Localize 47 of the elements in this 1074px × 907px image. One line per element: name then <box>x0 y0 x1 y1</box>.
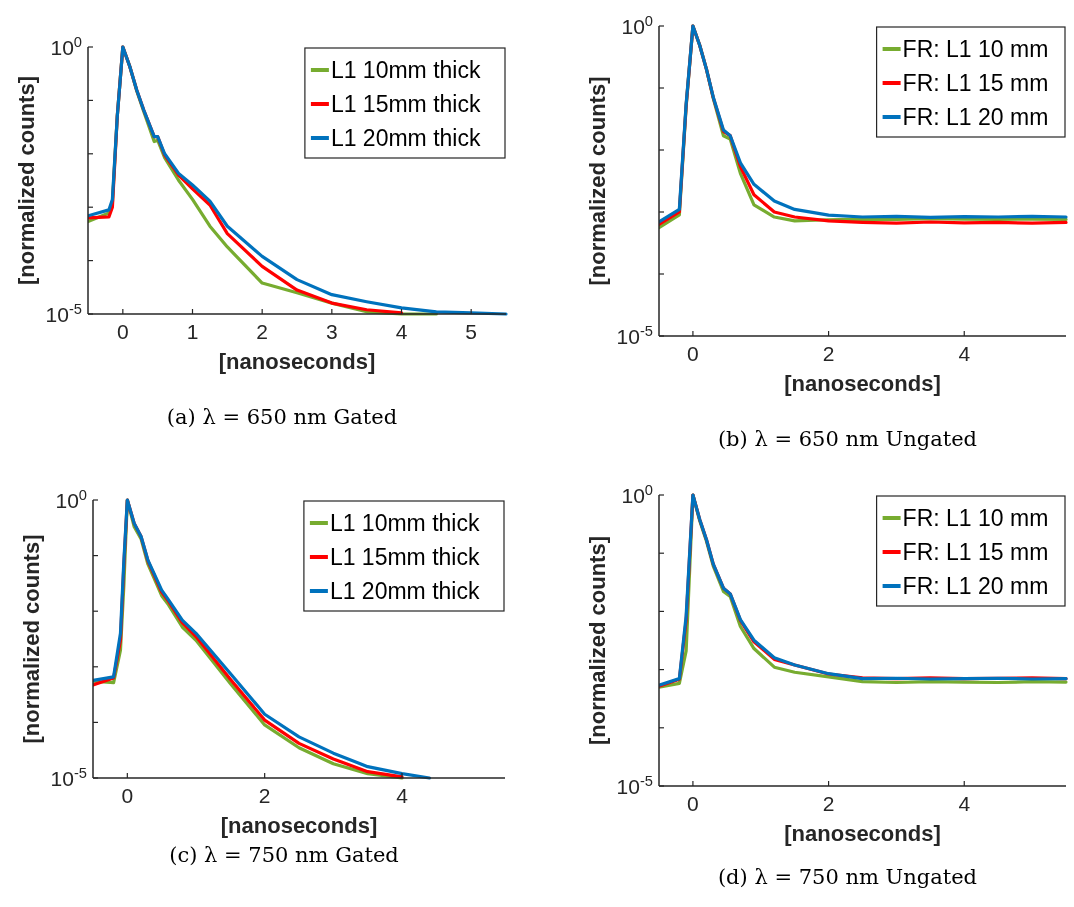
y-axis-title: [normalized counts] <box>585 76 610 286</box>
x-tick-label: 5 <box>465 320 478 343</box>
legend-label: FR: L1 10 mm <box>902 505 1049 531</box>
x-tick-label: 4 <box>395 320 408 343</box>
text: (b) λ = 650 nm Ungated <box>717 427 978 451</box>
legend-label: FR: L1 20 mm <box>902 104 1049 130</box>
legend-label: L1 10mm thick <box>329 510 480 536</box>
y-tick-label: 10$^{0}$ <box>621 482 653 507</box>
y-tick-label: 10$^{-5}$ <box>616 323 653 348</box>
legend-label: FR: L1 20 mm <box>902 573 1049 599</box>
x-tick-label: 2 <box>258 784 271 807</box>
x-axis-title: [nanoseconds] <box>784 821 941 846</box>
x-tick-label: 2 <box>822 792 835 815</box>
text: (d) λ = 750 nm Ungated <box>717 865 978 889</box>
legend-label: L1 20mm thick <box>330 125 481 151</box>
y-axis-title: [normalized counts] <box>14 75 39 286</box>
x-tick-label: 4 <box>396 784 409 807</box>
x-axis-title: [nanoseconds] <box>218 349 376 374</box>
legend-label: L1 15mm thick <box>329 544 480 570</box>
x-tick-label: 1 <box>186 320 199 343</box>
x-tick-label: 0 <box>687 792 699 815</box>
legend-label: FR: L1 10 mm <box>902 36 1049 62</box>
y-tick-label: 10$^{0}$ <box>621 13 653 38</box>
y-axis-title: [normalized counts] <box>19 534 44 744</box>
legend-label: FR: L1 15 mm <box>902 539 1049 565</box>
y-axis-title: [normalized counts] <box>585 535 610 746</box>
y-tick-label: 10$^{0}$ <box>55 487 87 512</box>
x-tick-label: 3 <box>325 320 338 343</box>
y-tick-label: 10$^{-5}$ <box>50 765 87 790</box>
x-tick-label: 2 <box>822 342 835 365</box>
x-tick-label: 0 <box>687 342 699 365</box>
legend-label: FR: L1 15 mm <box>902 70 1049 96</box>
text: (c) λ = 750 nm Gated <box>169 843 399 867</box>
legend-label: L1 10mm thick <box>330 57 481 83</box>
x-tick-label: 4 <box>958 342 971 365</box>
x-tick-label: 4 <box>958 792 971 815</box>
legend-label: L1 20mm thick <box>329 578 480 604</box>
legend-label: L1 15mm thick <box>330 91 481 117</box>
x-tick-label: 2 <box>256 320 269 343</box>
x-axis-title: [nanoseconds] <box>784 371 941 396</box>
x-tick-label: 0 <box>121 784 134 807</box>
x-tick-label: 0 <box>116 320 129 343</box>
y-tick-label: 10$^{-5}$ <box>45 301 82 326</box>
text: (a) λ = 650 nm Gated <box>166 405 398 429</box>
y-tick-label: 10$^{0}$ <box>50 34 82 59</box>
x-axis-title: [nanoseconds] <box>220 813 378 838</box>
y-tick-label: 10$^{-5}$ <box>616 773 653 798</box>
